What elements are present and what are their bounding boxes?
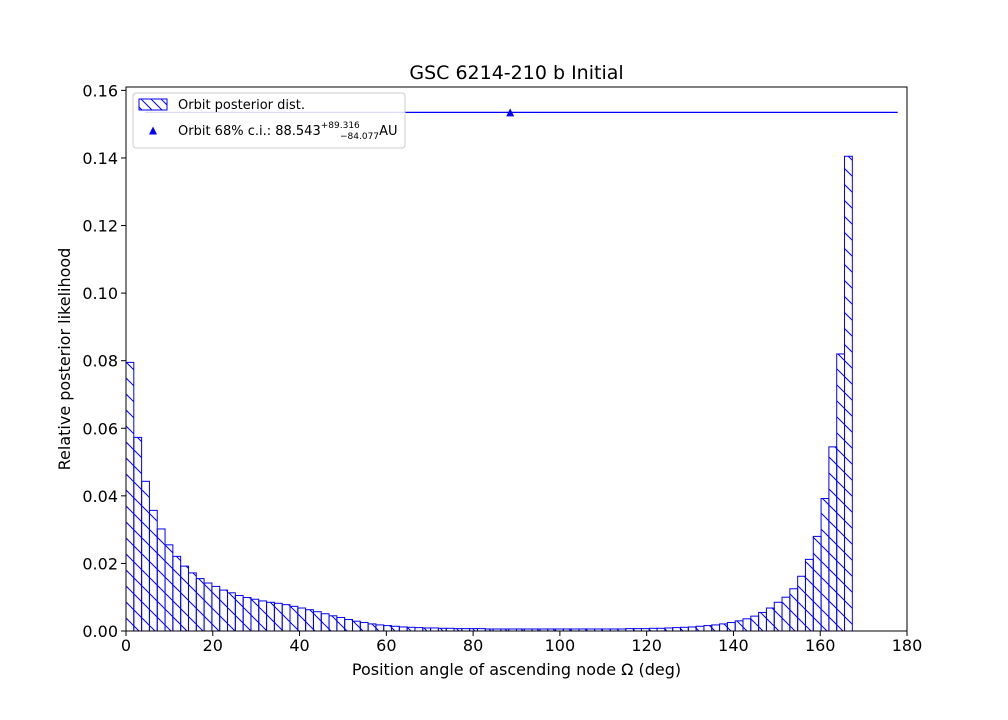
histogram-bar — [351, 620, 361, 631]
histogram-bar — [695, 625, 705, 631]
histogram-bar — [726, 622, 736, 631]
x-tick-label: 0 — [121, 636, 131, 655]
histogram-bar — [719, 623, 728, 631]
histogram-bar — [367, 623, 377, 631]
histogram-bar — [180, 565, 189, 631]
histogram-bar — [281, 604, 291, 631]
histogram-bar — [133, 436, 143, 631]
histogram-bar — [203, 582, 213, 631]
histogram-bar — [406, 626, 416, 631]
x-tick-label: 140 — [718, 636, 749, 655]
legend-ci-suffix: AU — [375, 124, 398, 139]
legend-hatch-swatch — [138, 98, 168, 111]
y-tick-label: 0.04 — [82, 487, 118, 506]
legend-ci-prefix: Orbit 68% c.i.: 88.543 — [178, 124, 321, 139]
histogram-bar — [797, 575, 806, 631]
histogram-bar — [312, 611, 322, 631]
histogram-bar — [126, 361, 135, 631]
histogram-bar — [172, 555, 182, 631]
legend: Orbit posterior dist. Orbit 68% c.i.: 88… — [132, 92, 406, 149]
histogram-bar — [156, 528, 166, 631]
x-tick-label: 160 — [805, 636, 836, 655]
ci-median-marker — [506, 108, 515, 117]
histogram-bar — [680, 626, 689, 631]
x-tick-label: 80 — [463, 636, 483, 655]
x-tick-label: 120 — [631, 636, 662, 655]
chart-title: GSC 6214-210 b Initial — [409, 62, 623, 84]
histogram-bar — [414, 627, 424, 631]
histogram-bar — [789, 588, 799, 631]
histogram-bar — [266, 601, 275, 631]
histogram-bar — [336, 616, 346, 631]
histogram-bar — [297, 607, 307, 631]
histogram-bar — [273, 602, 283, 631]
x-axis-label: Position angle of ascending node Ω (deg) — [352, 660, 681, 679]
histogram-bar — [242, 597, 252, 631]
legend-entry-ci: Orbit 68% c.i.: 88.543+89.316 −84.077 AU — [178, 121, 398, 142]
histogram-bar — [391, 625, 400, 631]
histogram-bar — [687, 626, 697, 631]
histogram-bar — [773, 601, 783, 631]
histogram-bar — [781, 596, 791, 631]
plot-frame — [125, 86, 908, 632]
x-tick-label: 40 — [289, 636, 309, 655]
histogram-bar — [195, 578, 205, 631]
x-tick-label: 20 — [203, 636, 223, 655]
histogram-bars — [126, 155, 853, 631]
legend-entry-posterior: Orbit posterior dist. — [178, 98, 305, 113]
histogram-bar — [164, 544, 174, 631]
histogram-bar — [211, 585, 221, 631]
histogram-bar — [765, 607, 775, 631]
histogram-bar — [804, 558, 814, 631]
y-tick-label: 0.00 — [82, 622, 118, 641]
histogram-bar — [258, 600, 268, 631]
y-tick-label: 0.08 — [82, 352, 118, 371]
histogram-bar — [289, 605, 299, 631]
legend-ci-sub: −84.077 — [340, 132, 379, 142]
histogram-bar — [187, 572, 197, 631]
histogram-bar — [734, 620, 744, 631]
histogram-bar — [820, 498, 830, 631]
y-axis-ticks: 0.00 0.02 0.04 0.06 0.08 0.10 0.12 0.14 0.16 — [82, 81, 126, 641]
histogram-bar — [844, 155, 853, 631]
legend-box — [132, 92, 406, 149]
y-tick-label: 0.12 — [82, 217, 118, 236]
y-tick-label: 0.06 — [82, 419, 118, 438]
histogram-bar — [234, 595, 244, 631]
y-tick-label: 0.10 — [82, 284, 118, 303]
histogram-bar — [250, 598, 260, 631]
y-tick-label: 0.16 — [82, 81, 118, 100]
y-tick-label: 0.02 — [82, 554, 118, 573]
histogram-bar — [375, 624, 385, 631]
histogram-bar — [344, 619, 353, 631]
histogram-bar — [758, 611, 767, 631]
histogram-bar — [227, 592, 236, 631]
histogram-bar — [672, 627, 682, 631]
legend-triangle-icon — [149, 126, 157, 135]
histogram-bar — [320, 613, 330, 631]
histogram-bar — [836, 353, 846, 631]
histogram-bar — [359, 622, 369, 631]
histogram-bar — [828, 446, 838, 631]
histogram-bar — [711, 624, 721, 631]
histogram-bar — [812, 535, 822, 631]
histogram-bar — [383, 625, 393, 631]
histogram-bar — [328, 615, 338, 631]
legend-ci-sup: +89.316 — [321, 121, 360, 131]
histogram-bar — [148, 509, 158, 631]
histogram-bar — [742, 618, 752, 631]
x-tick-label: 100 — [545, 636, 576, 655]
histogram-bar — [305, 609, 314, 631]
y-axis-label: Relative posterior likelihood — [55, 248, 74, 471]
x-axis-ticks: 0 20 40 60 80 100 120 140 160 180 — [121, 631, 922, 655]
histogram-bar — [398, 626, 408, 631]
y-tick-label: 0.14 — [82, 149, 118, 168]
histogram-bar — [141, 480, 150, 631]
x-tick-label: 180 — [892, 636, 923, 655]
x-tick-label: 60 — [376, 636, 396, 655]
histogram-bar — [703, 625, 713, 631]
histogram-bar — [750, 615, 760, 631]
histogram-bar — [219, 589, 229, 631]
